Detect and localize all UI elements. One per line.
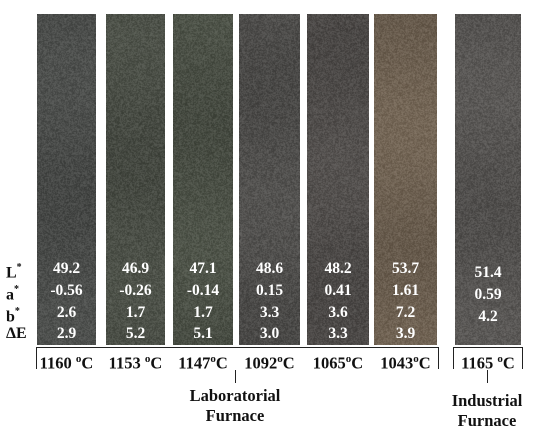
- temp-label-1092: 1092oC: [244, 353, 295, 373]
- a-value: 0.59: [474, 286, 502, 303]
- delta-e-value: 5.2: [125, 325, 146, 342]
- tile-texture: [455, 14, 521, 345]
- b-value: 2.6: [56, 304, 77, 321]
- temp-label-1153: 1153 oC: [108, 353, 163, 373]
- l-value: 51.4: [474, 264, 502, 281]
- a-value: -0.26: [119, 282, 152, 299]
- sample-tile-1165: 51.4 0.59 4.2: [455, 14, 521, 345]
- l-value: 49.2: [52, 260, 81, 277]
- temp-label-1165: 1165 oC: [461, 353, 515, 373]
- a-value: -0.56: [50, 282, 83, 299]
- sample-tile-1065: 48.2 0.41 3.6 3.3: [307, 14, 369, 345]
- b-value: 4.2: [478, 308, 498, 325]
- delta-e-value: 3.0: [259, 325, 280, 342]
- b-value: 3.6: [328, 304, 348, 321]
- delta-e-value: 5.1: [193, 325, 213, 342]
- tile-texture: [106, 14, 165, 345]
- temp-label-1043: 1043oC: [380, 353, 431, 373]
- sample-tile-1147: 47.1 -0.14 1.7 5.1: [173, 14, 233, 345]
- tile-texture: [307, 14, 369, 345]
- sample-tile-1160: 49.2 -0.56 2.6 2.9: [37, 14, 96, 345]
- b-value: 1.7: [125, 304, 146, 321]
- ind-bracket-right-tick: [522, 347, 523, 369]
- l-value: 47.1: [189, 260, 217, 277]
- sample-tile-1153: 46.9 -0.26 1.7 5.2: [106, 14, 165, 345]
- l-value: 48.6: [255, 260, 284, 277]
- a-value: 1.61: [391, 282, 420, 299]
- l-value: 46.9: [121, 260, 150, 277]
- b-value: 7.2: [395, 304, 416, 321]
- sample-tile-1043: 53.7 1.61 7.2 3.9: [374, 14, 437, 345]
- lab-bracket-left-tick: [36, 347, 37, 369]
- b-value: 3.3: [259, 304, 280, 321]
- ind-bracket-left-tick: [453, 347, 454, 369]
- row-label-l: L*: [6, 262, 22, 282]
- a-value: 0.15: [255, 282, 284, 299]
- ind-bracket-top-line: [453, 347, 523, 348]
- delta-e-value: 3.9: [395, 325, 416, 342]
- group-label-laboratorial: Laboratorial Furnace: [189, 386, 281, 425]
- l-value: 48.2: [324, 260, 352, 277]
- b-value: 1.7: [193, 304, 213, 321]
- temp-label-1160: 1160 oC: [39, 353, 94, 373]
- lab-bracket-stem: [235, 370, 236, 383]
- tile-texture: [37, 14, 96, 345]
- lab-bracket-top-line: [36, 347, 439, 348]
- row-label-delta-e: ΔE: [6, 325, 27, 342]
- a-value: 0.41: [324, 282, 352, 299]
- l-value: 53.7: [391, 260, 420, 277]
- temp-label-1147: 1147oC: [178, 353, 228, 373]
- sample-tile-1092: 48.6 0.15 3.3 3.0: [239, 14, 300, 345]
- tile-texture: [173, 14, 233, 345]
- temp-label-1065: 1065oC: [312, 353, 364, 373]
- delta-e-value: 2.9: [56, 325, 77, 342]
- tile-texture: [374, 14, 437, 345]
- row-label-a: a*: [6, 284, 19, 304]
- group-label-industrial: Industrial Furnace: [451, 391, 523, 430]
- tile-texture: [239, 14, 300, 345]
- ind-bracket-stem: [487, 370, 488, 383]
- delta-e-value: 3.3: [328, 325, 348, 342]
- lab-bracket-right-tick: [438, 347, 439, 369]
- a-value: -0.14: [186, 282, 220, 299]
- row-label-b: b*: [6, 306, 20, 326]
